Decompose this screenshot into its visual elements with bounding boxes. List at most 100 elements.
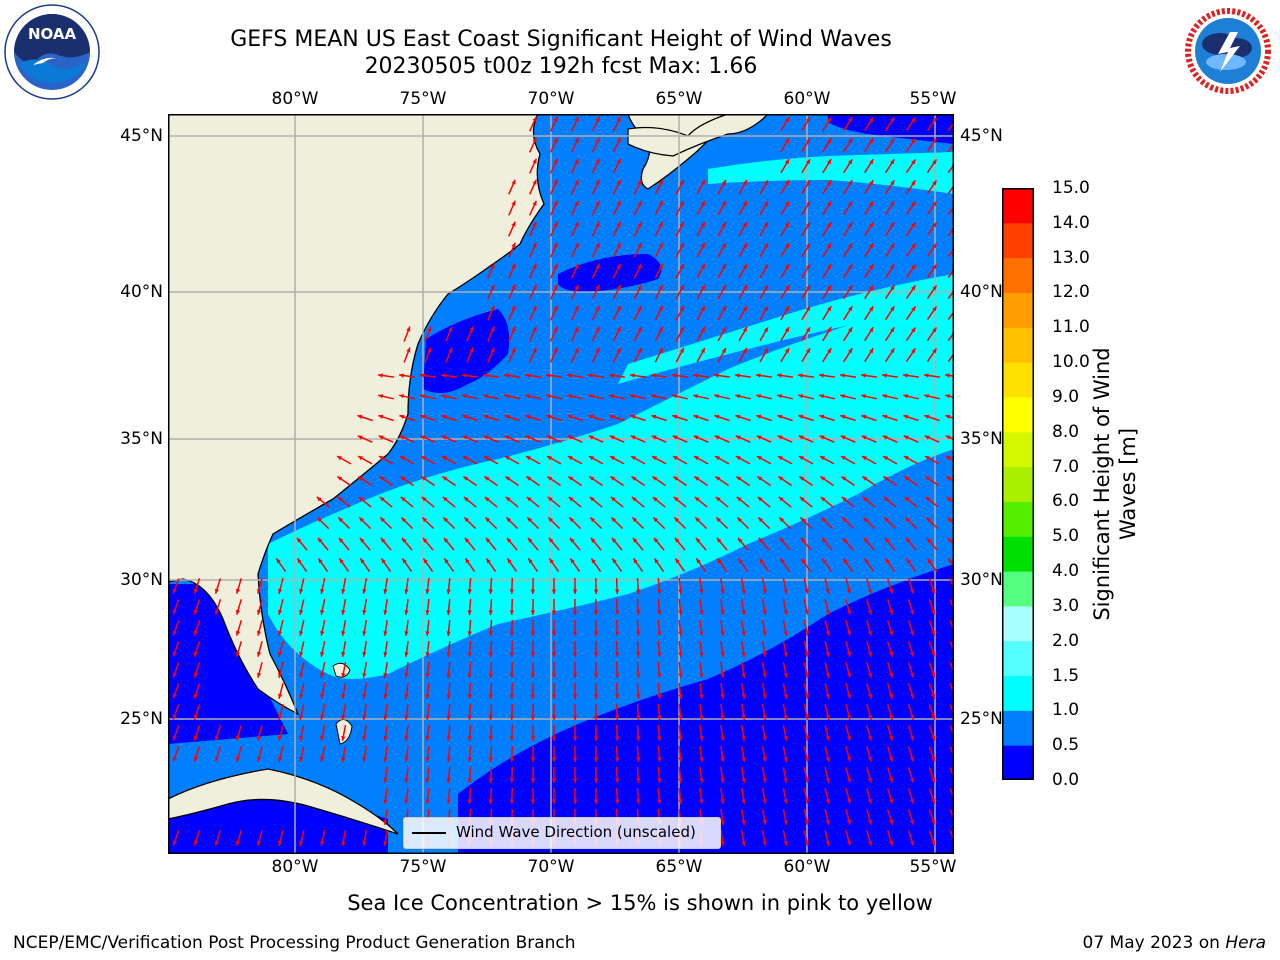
direction-arrow-head (172, 588, 177, 594)
wave-height-map[interactable] (168, 114, 954, 854)
colorbar-tick-label: 11.0 (1052, 317, 1090, 338)
direction-arrow-head (193, 714, 198, 720)
direction-arrow-head (804, 777, 809, 783)
colorbar-cell (1002, 257, 1034, 293)
direction-arrow-head (381, 558, 386, 564)
direction-arrow-head (423, 558, 428, 564)
direction-arrow-head (547, 456, 552, 461)
direction-arrow-head (525, 435, 531, 440)
direction-arrow-head (637, 200, 642, 206)
direction-arrow-head (658, 179, 663, 185)
direction-arrow-head (616, 179, 621, 185)
direction-arrow-head (678, 631, 683, 636)
direction-arrow-head (867, 672, 872, 678)
direction-arrow-head (715, 476, 721, 481)
direction-arrow-head (278, 735, 283, 741)
direction-arrow-head (574, 347, 579, 353)
direction-arrow-head (806, 180, 811, 186)
direction-arrow-head (763, 306, 768, 312)
direction-arrow-head (699, 799, 704, 804)
direction-arrow-head (827, 264, 832, 270)
direction-arrow-head (890, 327, 895, 333)
direction-arrow-head (532, 116, 537, 122)
direction-arrow-head (825, 777, 830, 783)
direction-arrow-head (548, 537, 554, 543)
direction-arrow-head (235, 840, 241, 846)
direction-arrow-head (590, 537, 596, 543)
direction-arrow-head (401, 537, 407, 543)
direction-arrow-head (299, 672, 304, 678)
direction-arrow-head (636, 799, 641, 804)
direction-arrow-head (699, 673, 704, 678)
direction-arrow-head (320, 673, 325, 678)
direction-arrow-head (720, 715, 725, 720)
direction-arrow-head (861, 373, 866, 378)
direction-arrow-head (736, 476, 742, 481)
direction-arrow-head (700, 285, 705, 290)
lat-label-left: 40°N (120, 282, 163, 302)
direction-arrow-head (616, 347, 621, 353)
direction-arrow-head (616, 137, 621, 143)
colorbar-tick-label: 1.0 (1052, 700, 1080, 721)
colorbar-tick-label: 10.0 (1052, 352, 1090, 373)
direction-arrow-head (741, 736, 746, 741)
direction-arrow-head (678, 589, 683, 594)
direction-arrow-head (738, 558, 743, 564)
direction-arrow-head (341, 841, 346, 846)
direction-arrow-head (553, 137, 558, 143)
direction-arrow-head (276, 558, 281, 564)
direction-arrow-head (846, 777, 851, 783)
direction-arrow-head (862, 476, 868, 481)
direction-arrow-head (819, 394, 825, 399)
direction-arrow-head (783, 694, 788, 699)
direction-arrow-head (931, 819, 936, 825)
direction-arrow-head (383, 631, 388, 636)
direction-arrow-head (467, 673, 472, 678)
direction-arrow-head (657, 694, 662, 699)
direction-arrow-head (530, 757, 536, 762)
direction-arrow-head (720, 841, 725, 846)
direction-arrow-head (278, 609, 283, 615)
direction-arrow-head (549, 558, 554, 564)
direction-arrow-head (762, 820, 767, 825)
direction-arrow-head (658, 242, 663, 248)
direction-arrow-head (444, 558, 449, 564)
direction-arrow-head (404, 778, 409, 783)
direction-arrow-head (490, 284, 495, 290)
direction-arrow-head (441, 435, 447, 440)
direction-arrow-head (910, 693, 915, 699)
direction-arrow-head (762, 589, 767, 594)
direction-arrow-head (806, 117, 811, 123)
direction-arrow-head (946, 496, 952, 502)
direction-arrow-head (490, 326, 495, 332)
lon-label-top: 60°W (783, 89, 831, 109)
direction-arrow-head (658, 305, 663, 311)
direction-arrow-head (193, 693, 198, 699)
direction-arrow-head (757, 456, 762, 461)
direction-arrow-head (885, 558, 890, 564)
direction-arrow-head (532, 284, 537, 290)
direction-arrow-head (574, 158, 579, 164)
direction-arrow-head (383, 799, 388, 804)
direction-arrow-head (484, 496, 490, 502)
direction-arrow-head (467, 778, 472, 783)
direction-arrow-head (848, 348, 853, 354)
direction-arrow-head (172, 651, 177, 657)
direction-arrow-head (551, 736, 557, 741)
direction-arrow-head (867, 651, 872, 657)
direction-arrow-head (714, 373, 719, 378)
direction-arrow-head (806, 138, 811, 144)
direction-arrow-head (632, 517, 637, 523)
direction-arrow-head (694, 496, 700, 502)
direction-arrow-head (720, 736, 725, 741)
direction-arrow-head (867, 588, 872, 594)
direction-arrow-head (595, 116, 600, 122)
direction-arrow-head (890, 348, 895, 354)
direction-arrow-head (651, 435, 657, 440)
direction-arrow-head (610, 476, 616, 481)
direction-arrow-head (593, 589, 599, 594)
direction-arrow-head (821, 517, 826, 523)
direction-arrow-head (172, 693, 177, 699)
direction-arrow-head (699, 736, 704, 741)
direction-arrow-head (383, 715, 388, 720)
